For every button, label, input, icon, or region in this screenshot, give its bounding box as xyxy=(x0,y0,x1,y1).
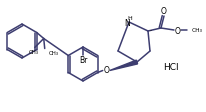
Text: CH₃: CH₃ xyxy=(29,50,39,55)
Text: O: O xyxy=(174,26,180,35)
Text: Br: Br xyxy=(79,56,87,64)
Text: HCl: HCl xyxy=(163,63,179,72)
Text: ··: ·· xyxy=(149,28,152,33)
Text: N: N xyxy=(124,18,130,27)
Text: H: H xyxy=(128,15,132,20)
Text: CH₃: CH₃ xyxy=(192,28,203,33)
Text: O: O xyxy=(104,65,110,74)
Polygon shape xyxy=(110,61,138,71)
Text: CH₃: CH₃ xyxy=(49,51,59,56)
Text: O: O xyxy=(161,7,167,16)
